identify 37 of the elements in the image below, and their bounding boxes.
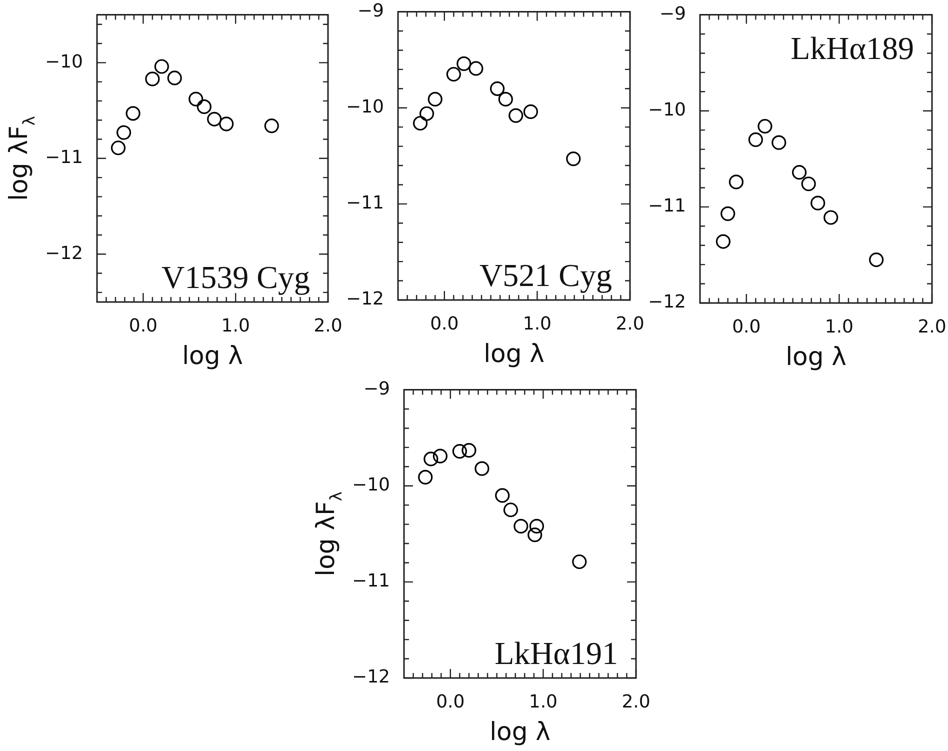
y-axis-title: log λFλ: [311, 491, 346, 576]
annotation: LkHα191: [494, 635, 618, 671]
x-tick-label: 2.0: [314, 315, 342, 336]
x-axis-title: log λ: [484, 339, 545, 368]
y-tick-label: −9: [357, 0, 384, 22]
y-tick-label: −10: [352, 474, 390, 496]
x-axis-title: log λ: [786, 342, 847, 371]
x-axis-title: log λ: [490, 717, 551, 746]
y-tick-label: −12: [352, 666, 390, 688]
x-tick-label: 2.0: [622, 691, 650, 712]
annotation: V1539 Cyg: [162, 259, 310, 295]
y-tick-label: −11: [346, 192, 384, 214]
y-tick-label: −12: [648, 292, 686, 313]
y-axis-title: log λFλ: [4, 116, 38, 201]
x-tick-label: 0.0: [128, 315, 158, 336]
y-tick-label: −10: [346, 96, 384, 118]
annotation: LkHα189: [790, 30, 914, 66]
x-tick-label: 0.0: [430, 313, 459, 334]
x-tick-label: 1.0: [221, 315, 250, 336]
x-tick-label: 0.0: [436, 691, 465, 712]
x-tick-label: 2.0: [616, 313, 644, 334]
y-tick-label: −9: [363, 378, 390, 400]
y-tick-label: −10: [648, 100, 686, 121]
y-tick-label: −12: [346, 288, 384, 310]
x-tick-label: 1.0: [522, 313, 552, 334]
x-tick-label: 1.0: [528, 691, 558, 712]
y-tick-label: −11: [45, 147, 83, 168]
x-tick-label: 0.0: [732, 316, 761, 338]
y-tick-label: −12: [45, 242, 83, 264]
y-tick-label: −10: [45, 51, 83, 72]
x-tick-label: 2.0: [918, 316, 946, 338]
annotation: V521 Cyg: [480, 257, 612, 293]
x-tick-label: 1.0: [824, 316, 854, 338]
x-axis-title: log λ: [182, 341, 244, 370]
y-tick-label: −11: [648, 196, 686, 217]
y-tick-label: −9: [659, 3, 686, 24]
y-tick-label: −11: [352, 570, 390, 592]
